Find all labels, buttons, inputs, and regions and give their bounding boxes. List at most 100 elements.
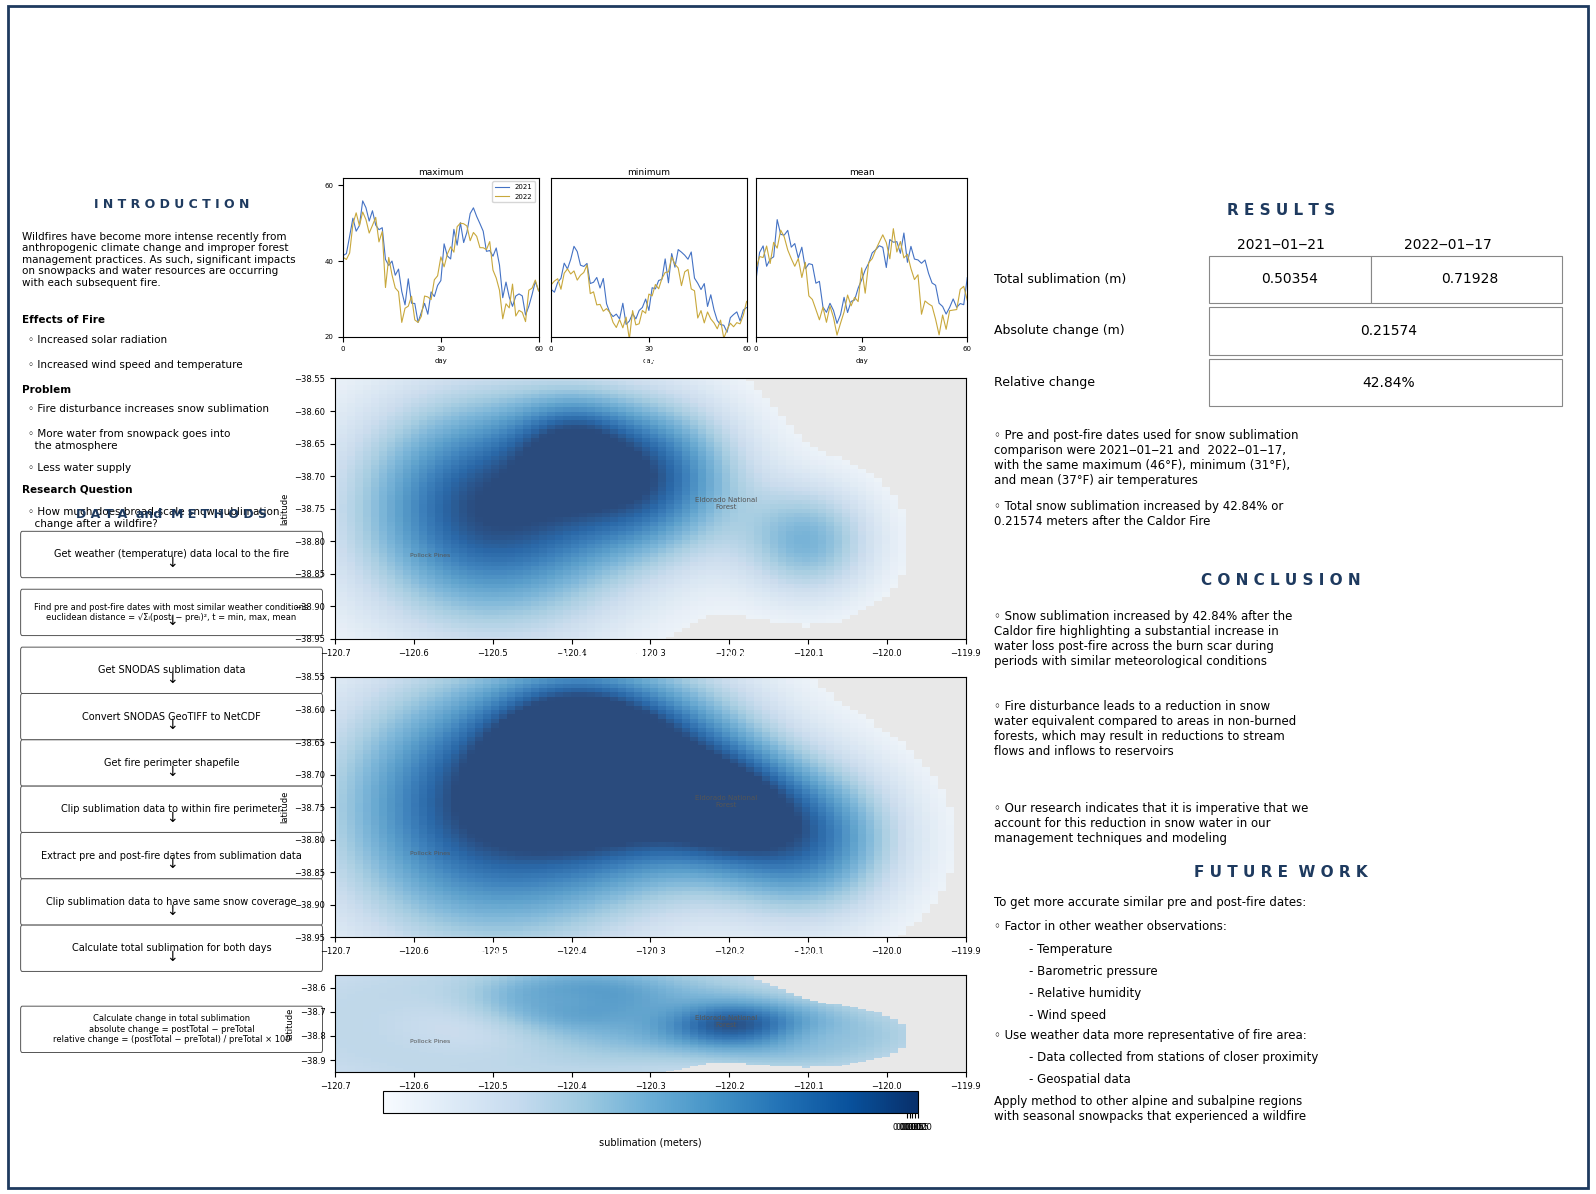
Text: Eldorado National
Forest: Eldorado National Forest [694, 497, 757, 510]
Text: Apply method to other alpine and subalpine regions
with seasonal snowpacks that : Apply method to other alpine and subalpi… [993, 1095, 1306, 1124]
Text: Relative change: Relative change [993, 376, 1095, 389]
Text: UNIVERSITY OF CALIFORNIA: UNIVERSITY OF CALIFORNIA [35, 75, 140, 84]
Text: ↓: ↓ [166, 950, 177, 964]
Text: ◦ Increased solar radiation: ◦ Increased solar radiation [29, 334, 168, 345]
Text: ↓: ↓ [166, 556, 177, 571]
Text: R E S U L T S: R E S U L T S [1227, 203, 1334, 217]
Text: F U T U R E  W O R K: F U T U R E W O R K [1194, 866, 1368, 880]
FancyBboxPatch shape [21, 832, 322, 879]
FancyBboxPatch shape [1210, 358, 1562, 406]
X-axis label: day: day [434, 358, 447, 364]
Text: C O N C L U S I O N: C O N C L U S I O N [1200, 573, 1361, 587]
Text: ↓: ↓ [166, 904, 177, 918]
FancyBboxPatch shape [21, 786, 322, 832]
Text: ↓: ↓ [166, 719, 177, 732]
Text: ◦ Fire disturbance leads to a reduction in snow
water equivalent compared to are: ◦ Fire disturbance leads to a reduction … [993, 700, 1296, 758]
Text: ↓: ↓ [166, 857, 177, 872]
Text: Eugenia Poon, Sadhika Akula    Dr. Andrew Schwartz: Eugenia Poon, Sadhika Akula Dr. Andrew S… [598, 113, 998, 129]
Text: Eldorado National
Forest: Eldorado National Forest [694, 795, 757, 808]
Text: - Geospatial data: - Geospatial data [1029, 1073, 1132, 1085]
FancyBboxPatch shape [21, 879, 322, 925]
Text: ↓: ↓ [166, 614, 177, 628]
Text: 0.21574: 0.21574 [1360, 324, 1417, 338]
FancyBboxPatch shape [21, 925, 322, 972]
FancyBboxPatch shape [21, 740, 322, 786]
Text: ◦ Our research indicates that it is imperative that we
account for this reductio: ◦ Our research indicates that it is impe… [993, 802, 1307, 845]
Text: ◦ Total snow sublimation increased by 42.84% or
0.21574 meters after the Caldor : ◦ Total snow sublimation increased by 42… [993, 500, 1283, 528]
Text: Calculate total sublimation for both days: Calculate total sublimation for both day… [72, 943, 271, 953]
Text: Absolute change (m): Absolute change (m) [993, 325, 1124, 338]
X-axis label: day: day [643, 358, 656, 364]
Text: To get more accurate similar pre and post-fire dates:: To get more accurate similar pre and pos… [993, 897, 1306, 909]
X-axis label: day: day [855, 358, 868, 364]
Y-axis label: latitude: latitude [279, 492, 289, 525]
Text: ◦ Snow sublimation increased by 42.84% after the
Caldor fire highlighting a subs: ◦ Snow sublimation increased by 42.84% a… [993, 610, 1291, 667]
Text: Find pre and post-fire dates with most similar weather conditions
euclidean dist: Find pre and post-fire dates with most s… [35, 603, 308, 622]
Text: Get weather (temperature) data local to the fire: Get weather (temperature) data local to … [54, 549, 289, 560]
FancyBboxPatch shape [1210, 256, 1371, 303]
Text: Get SNODAS sublimation data: Get SNODAS sublimation data [97, 665, 246, 676]
Text: 2021‒01‒21 Pre-Fire Snow Sublimation: 2021‒01‒21 Pre-Fire Snow Sublimation [511, 353, 790, 367]
Text: Clip sublimation data to have same snow coverage: Clip sublimation data to have same snow … [46, 897, 297, 907]
FancyBboxPatch shape [21, 1007, 322, 1053]
Text: Convert SNODAS GeoTIFF to NetCDF: Convert SNODAS GeoTIFF to NetCDF [83, 712, 260, 721]
Text: Quantifying Snow Sublimation Changes Post-Wildfire: Quantifying Snow Sublimation Changes Pos… [257, 16, 1339, 49]
Text: Research Question: Research Question [22, 485, 132, 494]
Text: ◦ Use weather data more representative of fire area:: ◦ Use weather data more representative o… [993, 1029, 1306, 1041]
Text: Pollock Pines: Pollock Pines [410, 851, 450, 856]
Text: ◦ Pre and post-fire dates used for snow sublimation
comparison were 2021‒01‒21 a: ◦ Pre and post-fire dates used for snow … [993, 429, 1298, 487]
Text: 0.50354: 0.50354 [1261, 272, 1318, 287]
Text: - Relative humidity: - Relative humidity [1029, 986, 1141, 999]
Text: Caldor Fire in Eldorado National Forest, from August to October 2021: Caldor Fire in Eldorado National Forest,… [461, 63, 1135, 82]
Text: Pollock Pines: Pollock Pines [410, 553, 450, 558]
X-axis label: sublimation (meters): sublimation (meters) [598, 1137, 702, 1147]
FancyBboxPatch shape [1210, 307, 1562, 355]
Text: Clip sublimation data to within fire perimeter: Clip sublimation data to within fire per… [61, 805, 282, 814]
Text: Total sublimation (m): Total sublimation (m) [993, 273, 1125, 285]
Text: I N T R O D U C T I O N: I N T R O D U C T I O N [94, 198, 249, 210]
Text: ◦ Factor in other weather observations:: ◦ Factor in other weather observations: [993, 921, 1226, 934]
Text: Calculate change in total sublimation
absolute change = postTotal − preTotal
rel: Calculate change in total sublimation ab… [53, 1015, 290, 1045]
Y-axis label: latitude: latitude [279, 790, 289, 824]
Text: ◦ How much does broad-scale snow sublimation
  change after a wildfire?: ◦ How much does broad-scale snow sublima… [29, 507, 279, 529]
Text: Extract pre and post-fire dates from sublimation data: Extract pre and post-fire dates from sub… [41, 850, 302, 861]
Text: Pollock Pines: Pollock Pines [410, 1039, 450, 1044]
Text: 0.71928: 0.71928 [1441, 272, 1499, 287]
FancyBboxPatch shape [21, 531, 322, 578]
FancyBboxPatch shape [21, 647, 322, 694]
Legend: 2021, 2022: 2021, 2022 [492, 181, 535, 203]
Text: Get fire perimeter shapefile: Get fire perimeter shapefile [104, 758, 239, 768]
Text: Difference in Snow Sublimation Pre and Post-Fire: Difference in Snow Sublimation Pre and P… [477, 950, 824, 964]
Text: maximum: maximum [418, 167, 463, 177]
Text: Eldorado National
Forest: Eldorado National Forest [694, 1015, 757, 1028]
Text: Air Temperature (F) Comparison of January and February 2021, 2022: Air Temperature (F) Comparison of Januar… [458, 155, 843, 165]
FancyBboxPatch shape [21, 590, 322, 635]
Text: Berkeley: Berkeley [26, 31, 150, 55]
Text: Effects of Fire: Effects of Fire [22, 315, 105, 325]
Text: ↓: ↓ [166, 672, 177, 687]
Text: ↓: ↓ [166, 764, 177, 778]
Text: 2022‒01‒17 Post-Fire Snow Sublimation: 2022‒01‒17 Post-Fire Snow Sublimation [508, 652, 793, 665]
Text: minimum: minimum [627, 167, 670, 177]
Text: Wildfires have become more intense recently from
anthropogenic climate change an: Wildfires have become more intense recen… [22, 232, 295, 288]
Text: - Barometric pressure: - Barometric pressure [1029, 965, 1159, 978]
Text: CSSL
CENTRAL SIERRA
SNOW LABORATORY: CSSL CENTRAL SIERRA SNOW LABORATORY [1483, 35, 1582, 67]
Text: D A T A  and  M E T H O D S: D A T A and M E T H O D S [77, 509, 267, 521]
Text: ◦ Increased wind speed and temperature: ◦ Increased wind speed and temperature [29, 359, 243, 370]
FancyBboxPatch shape [1371, 256, 1562, 303]
Text: 2022‒01‒17: 2022‒01‒17 [1404, 239, 1492, 252]
Text: - Data collected from stations of closer proximity: - Data collected from stations of closer… [1029, 1051, 1318, 1064]
Text: ◦ Less water supply: ◦ Less water supply [29, 462, 131, 473]
Text: 2021‒01‒21: 2021‒01‒21 [1237, 239, 1325, 252]
Text: mean: mean [849, 167, 875, 177]
Text: Problem: Problem [22, 384, 72, 395]
Text: 42.84%: 42.84% [1363, 376, 1414, 389]
Text: ◦ More water from snowpack goes into
  the atmosphere: ◦ More water from snowpack goes into the… [29, 429, 231, 451]
FancyBboxPatch shape [21, 694, 322, 740]
Y-axis label: latitude: latitude [286, 1008, 294, 1040]
Text: ◦ Fire disturbance increases snow sublimation: ◦ Fire disturbance increases snow sublim… [29, 404, 270, 414]
Text: - Wind speed: - Wind speed [1029, 1009, 1106, 1022]
Text: ↓: ↓ [166, 811, 177, 825]
Text: - Temperature: - Temperature [1029, 942, 1112, 955]
X-axis label: longitude: longitude [630, 1096, 670, 1106]
